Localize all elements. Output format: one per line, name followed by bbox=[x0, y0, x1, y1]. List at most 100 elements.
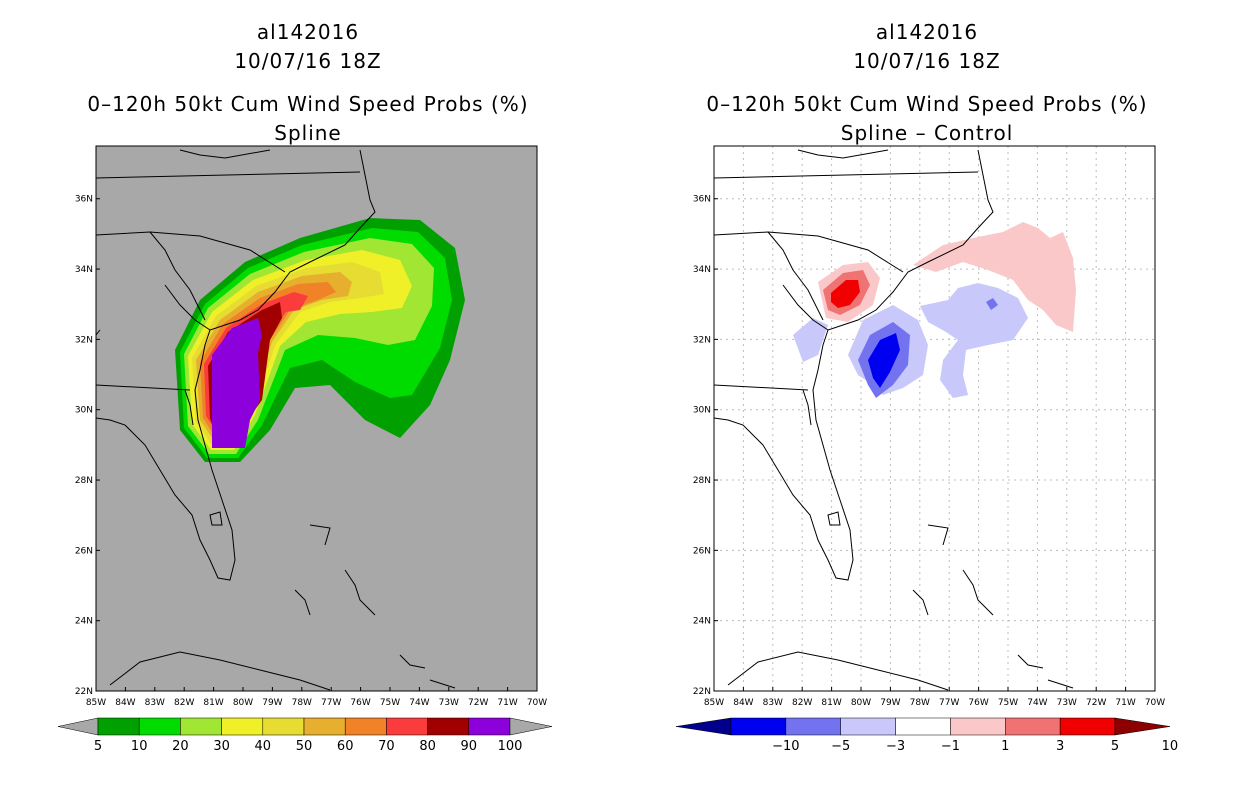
left-axis-ticks: 85W 84W 83W 82W 81W 80W 79W 78W 77W 76W 75W 74W 73W 7… bbox=[75, 195, 547, 708]
right-lon-tick-label: 72W bbox=[1086, 698, 1106, 708]
right-colorbar-box bbox=[840, 717, 896, 736]
right-lat-tick-label: 22N bbox=[693, 687, 711, 697]
right-lat-tick-label: 24N bbox=[693, 617, 711, 627]
right-map: 85W 84W 83W 82W 81W 80W 79W 78W 77W 76W 75W 74W 73W 7… bbox=[675, 145, 1179, 754]
right-lon-tick-label: 77W bbox=[939, 698, 959, 708]
left-colorbar-box bbox=[221, 717, 264, 736]
right-difference-field bbox=[714, 149, 1076, 691]
right-map-background bbox=[714, 146, 1155, 691]
left-datetime: 10/07/16 18Z bbox=[234, 49, 382, 73]
left-colorbar-label: 10 bbox=[131, 739, 148, 754]
left-lon-tick-label: 73W bbox=[439, 698, 459, 708]
right-datetime: 10/07/16 18Z bbox=[853, 49, 1001, 73]
right-colorbar-box bbox=[730, 717, 787, 736]
left-lon-tick-label: 71W bbox=[497, 698, 517, 708]
left-colorbar-label: 5 bbox=[94, 739, 102, 754]
left-lat-tick-label: 22N bbox=[75, 687, 93, 697]
left-colorbar-label: 50 bbox=[296, 739, 313, 754]
right-axis-ticks: 85W 84W 83W 82W 81W 80W 79W 78W 77W 76W 75W 74W 73W 7… bbox=[693, 195, 1165, 708]
right-colorbar-box bbox=[1005, 717, 1061, 736]
right-lon-tick-label: 74W bbox=[1027, 698, 1047, 708]
left-colorbar: 5 10 20 30 40 50 60 70 80 90 100 bbox=[57, 717, 553, 754]
right-lon-tick-label: 80W bbox=[851, 698, 871, 708]
right-product-title: 0–120h 50kt Cum Wind Speed Probs (%) bbox=[706, 92, 1148, 116]
left-lon-tick-label: 80W bbox=[233, 698, 253, 708]
left-lon-tick-label: 72W bbox=[468, 698, 488, 708]
right-lon-tick-label: 73W bbox=[1057, 698, 1077, 708]
right-lon-tick-label: 71W bbox=[1115, 698, 1135, 708]
left-colorbar-label: 90 bbox=[461, 739, 478, 754]
left-subtitle: Spline bbox=[274, 121, 342, 145]
left-colorbar-box bbox=[262, 717, 305, 736]
left-lat-tick-label: 34N bbox=[75, 265, 93, 275]
right-lat-tick-label: 36N bbox=[693, 195, 711, 205]
left-map-frame bbox=[95, 145, 538, 692]
right-colorbar-box bbox=[785, 717, 841, 736]
left-lon-tick-label: 76W bbox=[350, 698, 370, 708]
left-colorbar-label: 60 bbox=[337, 739, 354, 754]
right-lon-tick-label: 79W bbox=[880, 698, 900, 708]
left-colorbar-label: 40 bbox=[255, 739, 272, 754]
left-colorbar-label: 80 bbox=[419, 739, 436, 754]
left-product-title: 0–120h 50kt Cum Wind Speed Probs (%) bbox=[87, 92, 529, 116]
left-map: 85W 84W 83W 82W 81W 80W 79W 78W 77W 76W 75W 74W 73W 7… bbox=[57, 145, 553, 754]
left-colorbar-over-arrow bbox=[509, 717, 553, 736]
left-lon-tick-label: 70W bbox=[527, 698, 547, 708]
left-lon-tick-label: 82W bbox=[174, 698, 194, 708]
right-colorbar-label: 5 bbox=[1111, 739, 1119, 754]
left-lat-tick-label: 24N bbox=[75, 617, 93, 627]
right-lat-tick-label: 32N bbox=[693, 335, 711, 345]
right-lon-tick-label: 83W bbox=[763, 698, 783, 708]
left-lat-tick-label: 36N bbox=[75, 195, 93, 205]
right-colorbar-box bbox=[1059, 717, 1116, 736]
left-lon-tick-label: 75W bbox=[380, 698, 400, 708]
right-subtitle: Spline – Control bbox=[840, 121, 1014, 145]
right-lon-tick-label: 82W bbox=[792, 698, 812, 708]
right-lat-tick-label: 26N bbox=[693, 546, 711, 556]
left-lon-tick-label: 78W bbox=[292, 698, 312, 708]
right-lon-tick-label: 85W bbox=[704, 698, 724, 708]
left-colorbar-box bbox=[427, 717, 470, 736]
right-colorbar-label: −10 bbox=[772, 739, 799, 754]
left-lat-tick-label: 32N bbox=[75, 335, 93, 345]
right-colorbar-label: 10 bbox=[1162, 739, 1179, 754]
left-lat-tick-label: 26N bbox=[75, 546, 93, 556]
right-lon-tick-label: 70W bbox=[1145, 698, 1165, 708]
left-lat-tick-label: 30N bbox=[75, 406, 93, 416]
right-lat-tick-label: 34N bbox=[693, 265, 711, 275]
left-colorbar-label: 20 bbox=[172, 739, 189, 754]
right-colorbar-label: −3 bbox=[886, 739, 905, 754]
right-colorbar-label: 3 bbox=[1056, 739, 1064, 754]
left-colorbar-box bbox=[468, 717, 511, 736]
left-colorbar-box bbox=[386, 717, 428, 736]
left-colorbar-label: 30 bbox=[213, 739, 230, 754]
left-colorbar-box bbox=[138, 717, 181, 736]
right-lon-tick-label: 76W bbox=[968, 698, 988, 708]
left-colorbar-box bbox=[180, 717, 222, 736]
left-colorbar-under-arrow bbox=[57, 717, 99, 736]
right-colorbar-label: 1 bbox=[1001, 739, 1009, 754]
right-colorbar-box bbox=[895, 717, 951, 736]
left-lon-tick-label: 79W bbox=[262, 698, 282, 708]
right-lon-tick-label: 78W bbox=[910, 698, 930, 708]
right-colorbar-under-arrow bbox=[675, 717, 732, 736]
left-colorbar-label: 100 bbox=[498, 739, 523, 754]
right-storm-id: al142016 bbox=[875, 20, 979, 44]
left-colorbar-label: 70 bbox=[378, 739, 395, 754]
left-colorbar-box bbox=[303, 717, 346, 736]
left-lat-tick-label: 28N bbox=[75, 476, 93, 486]
left-lon-tick-label: 77W bbox=[321, 698, 341, 708]
right-colorbar-over-arrow bbox=[1114, 717, 1171, 736]
left-storm-id: al142016 bbox=[256, 20, 360, 44]
right-colorbar: −10 −5 −3 −1 1 3 5 10 bbox=[675, 717, 1179, 754]
left-colorbar-box bbox=[344, 717, 387, 736]
right-lat-tick-label: 30N bbox=[693, 406, 711, 416]
left-lon-tick-label: 84W bbox=[115, 698, 135, 708]
right-colorbar-label: −1 bbox=[941, 739, 960, 754]
right-lon-tick-label: 81W bbox=[821, 698, 841, 708]
left-lon-tick-label: 81W bbox=[203, 698, 223, 708]
left-probability-field bbox=[96, 149, 465, 691]
left-lon-tick-label: 74W bbox=[409, 698, 429, 708]
right-lon-tick-label: 75W bbox=[998, 698, 1018, 708]
right-lon-tick-label: 84W bbox=[733, 698, 753, 708]
